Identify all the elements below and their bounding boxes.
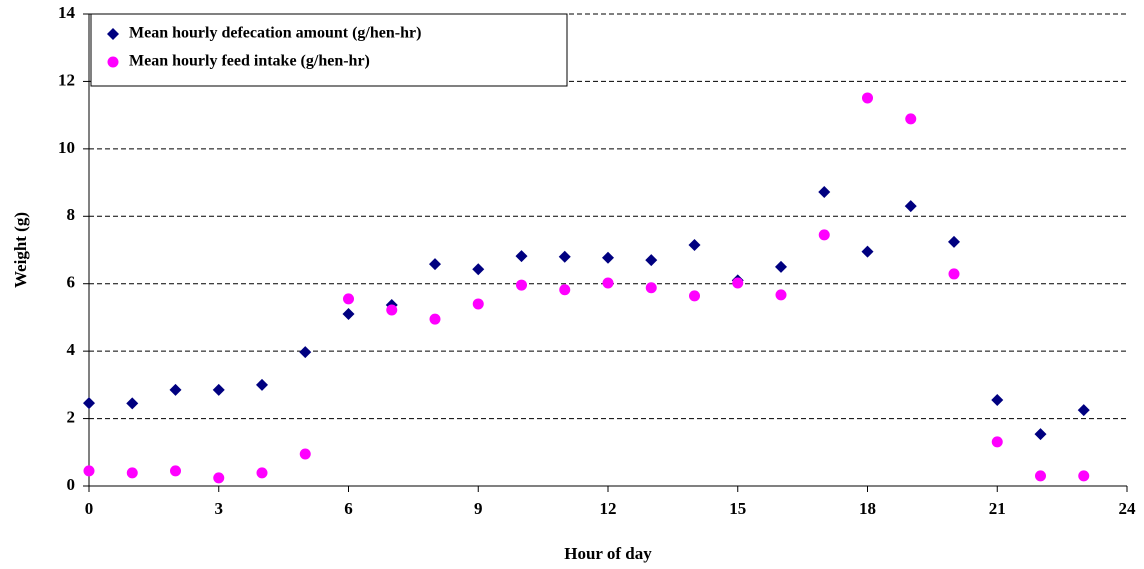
y-tick-label: 12 (58, 70, 75, 89)
point (1035, 470, 1046, 482)
point (515, 250, 528, 263)
point (559, 284, 571, 296)
legend-text: Mean hourly feed intake (g/hen-hr) (129, 53, 370, 70)
x-tick-label: 21 (989, 499, 1006, 518)
point (170, 465, 181, 477)
y-axis-label: Weight (g) (11, 212, 30, 288)
point (1078, 470, 1090, 482)
point (904, 200, 917, 213)
point (775, 289, 787, 301)
point (862, 92, 873, 104)
y-tick-label: 6 (67, 273, 76, 292)
y-tick-label: 2 (67, 407, 76, 426)
legend-marker (107, 56, 119, 68)
point (516, 279, 527, 291)
point (343, 293, 354, 305)
point (991, 394, 1004, 407)
x-axis-label: Hour of day (564, 544, 652, 563)
point (948, 235, 960, 248)
point (732, 277, 744, 289)
point (83, 465, 95, 477)
x-tick-label: 18 (859, 499, 876, 518)
point (818, 186, 831, 199)
point (299, 448, 311, 460)
point (645, 254, 658, 267)
point (386, 304, 398, 316)
x-tick-label: 12 (600, 499, 617, 518)
point (1034, 428, 1047, 441)
point (429, 313, 441, 325)
legend-text: Mean hourly defecation amount (g/hen-hr) (129, 25, 421, 42)
point (429, 258, 441, 271)
x-tick-label: 3 (215, 499, 224, 518)
point (212, 383, 225, 396)
point (689, 290, 700, 302)
x-tick-label: 9 (474, 499, 483, 518)
point (83, 397, 95, 410)
point (299, 346, 312, 359)
x-tick-label: 6 (344, 499, 353, 518)
point (342, 308, 355, 321)
point (169, 383, 182, 396)
point (472, 298, 484, 310)
y-tick-label: 4 (67, 340, 76, 359)
x-tick-label: 15 (729, 499, 746, 518)
legend-box (90, 13, 568, 87)
point (688, 238, 701, 251)
point (818, 229, 830, 241)
point (775, 260, 787, 273)
point (645, 282, 657, 294)
point (948, 268, 960, 280)
point (991, 436, 1003, 448)
point (256, 378, 268, 391)
point (213, 472, 225, 484)
point (602, 277, 614, 289)
point (861, 245, 874, 258)
y-tick-label: 8 (67, 205, 76, 224)
point (256, 467, 268, 479)
point (558, 250, 571, 263)
point (472, 263, 485, 276)
y-tick-label: 10 (58, 138, 75, 157)
y-tick-label: 14 (58, 3, 76, 22)
x-tick-label: 24 (1119, 499, 1137, 518)
x-tick-label: 0 (85, 499, 94, 518)
legend-marker (107, 28, 119, 40)
point (905, 113, 917, 125)
y-tick-label: 0 (67, 475, 76, 494)
point (1077, 404, 1090, 417)
point (126, 467, 138, 479)
point (602, 251, 614, 264)
point (126, 397, 139, 410)
